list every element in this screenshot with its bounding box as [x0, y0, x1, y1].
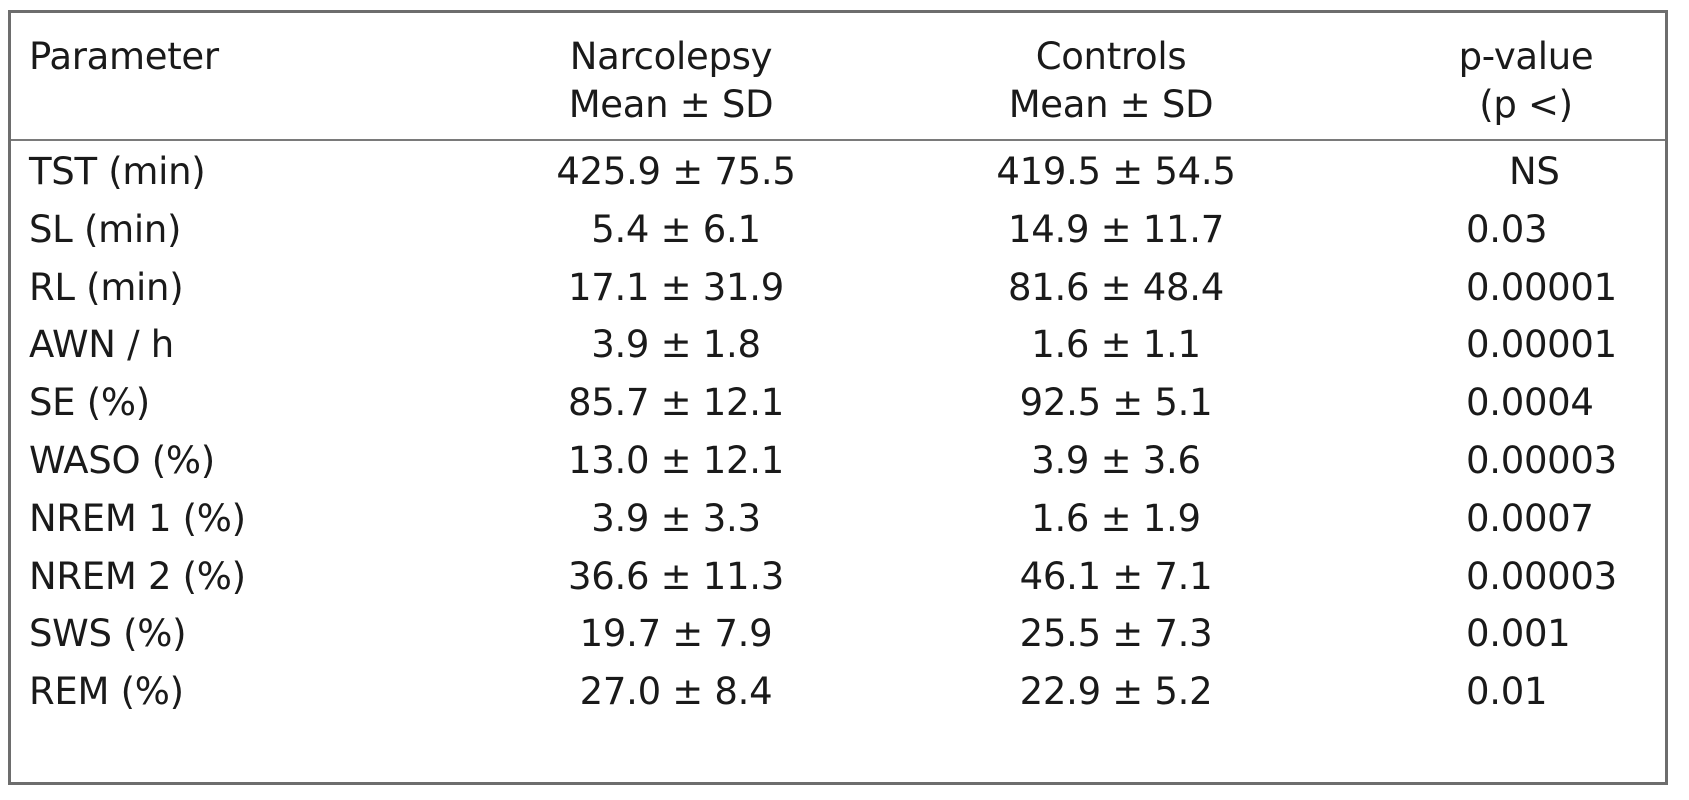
row-controls-value: 81.6 ± 48.4 [1008, 266, 1224, 309]
row-p-value: 0.00003 [1466, 439, 1617, 482]
row-narcolepsy-value: 19.7 ± 7.9 [579, 612, 773, 655]
row-p-value: 0.03 [1466, 208, 1548, 251]
row-parameter: NREM 1 (%) [29, 497, 246, 540]
header-narcolepsy: Narcolepsy Mean ± SD [501, 33, 841, 129]
row-controls-value: 1.6 ± 1.9 [1031, 497, 1201, 540]
row-narcolepsy-value: 425.9 ± 75.5 [556, 150, 796, 193]
header-parameter: Parameter [29, 33, 219, 81]
row-parameter: AWN / h [29, 323, 174, 366]
row-p-value: 0.00001 [1466, 323, 1617, 366]
row-p-value: 0.001 [1466, 612, 1571, 655]
row-parameter: NREM 2 (%) [29, 555, 246, 598]
row-parameter: WASO (%) [29, 439, 215, 482]
row-controls-value: 25.5 ± 7.3 [1019, 612, 1213, 655]
header-controls-line-2: Mean ± SD [1008, 83, 1214, 126]
header-narcolepsy-line-2: Mean ± SD [568, 83, 774, 126]
row-p-value: 0.0004 [1466, 381, 1594, 424]
row-controls-value: 46.1 ± 7.1 [1019, 555, 1213, 598]
header-p-value: p-value (p <) [1396, 33, 1656, 129]
header-p-value-line-1: p-value [1458, 35, 1594, 78]
row-narcolepsy-value: 5.4 ± 6.1 [591, 208, 761, 251]
row-narcolepsy-value: 3.9 ± 1.8 [591, 323, 761, 366]
row-narcolepsy-value: 17.1 ± 31.9 [568, 266, 784, 309]
row-p-value: NS [1509, 150, 1560, 193]
row-parameter: SE (%) [29, 381, 150, 424]
header-divider [11, 139, 1665, 141]
row-controls-value: 14.9 ± 11.7 [1008, 208, 1224, 251]
row-controls-value: 22.9 ± 5.2 [1019, 670, 1213, 713]
row-p-value: 0.00001 [1466, 266, 1617, 309]
row-narcolepsy-value: 85.7 ± 12.1 [568, 381, 784, 424]
row-controls-value: 3.9 ± 3.6 [1031, 439, 1201, 482]
row-parameter: SWS (%) [29, 612, 187, 655]
row-parameter: TST (min) [29, 150, 206, 193]
row-narcolepsy-value: 27.0 ± 8.4 [579, 670, 773, 713]
row-narcolepsy-value: 36.6 ± 11.3 [568, 555, 784, 598]
row-controls-value: 1.6 ± 1.1 [1031, 323, 1201, 366]
header-narcolepsy-line-1: Narcolepsy [569, 35, 773, 78]
row-parameter: RL (min) [29, 266, 184, 309]
header-p-value-line-2: (p <) [1479, 83, 1573, 126]
row-controls-value: 92.5 ± 5.1 [1019, 381, 1213, 424]
header-controls: Controls Mean ± SD [946, 33, 1276, 129]
header-controls-line-1: Controls [1035, 35, 1187, 78]
row-controls-value: 419.5 ± 54.5 [996, 150, 1236, 193]
row-narcolepsy-value: 3.9 ± 3.3 [591, 497, 761, 540]
row-p-value: 0.0007 [1466, 497, 1594, 540]
data-table: Parameter Narcolepsy Mean ± SD Controls … [8, 10, 1668, 785]
row-p-value: 0.01 [1466, 670, 1548, 713]
row-narcolepsy-value: 13.0 ± 12.1 [568, 439, 784, 482]
row-parameter: REM (%) [29, 670, 184, 713]
header-parameter-line-1: Parameter [29, 35, 219, 78]
row-parameter: SL (min) [29, 208, 182, 251]
row-p-value: 0.00003 [1466, 555, 1617, 598]
